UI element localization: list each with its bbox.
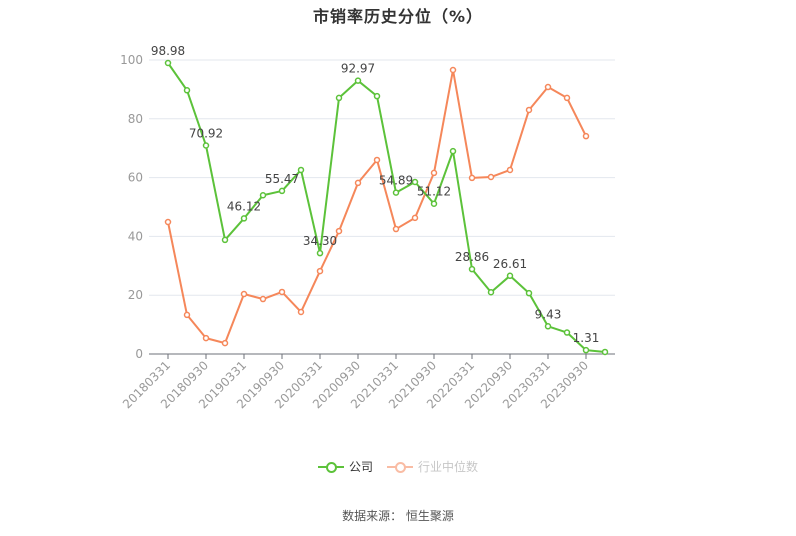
data-point[interactable] xyxy=(164,59,172,67)
data-point[interactable] xyxy=(525,106,533,114)
data-source: 数据来源： 恒生聚源 xyxy=(342,509,454,523)
data-value-label: 98.98 xyxy=(151,44,185,58)
legend-label: 公司 xyxy=(348,460,373,474)
data-point[interactable] xyxy=(563,94,571,102)
line-marker-icon xyxy=(317,460,344,474)
data-point[interactable] xyxy=(449,147,457,155)
data-point[interactable] xyxy=(202,334,210,342)
data-point[interactable] xyxy=(506,272,514,280)
data-point[interactable] xyxy=(563,329,571,336)
data-point[interactable] xyxy=(164,218,172,226)
line-marker-icon xyxy=(387,460,413,474)
y-tick-label: 80 xyxy=(128,112,143,126)
data-point[interactable] xyxy=(506,166,514,174)
data-point[interactable] xyxy=(601,348,609,356)
data-point[interactable] xyxy=(354,179,362,187)
data-point[interactable] xyxy=(544,83,552,91)
data-point[interactable] xyxy=(316,267,324,275)
data-point[interactable] xyxy=(221,236,229,244)
data-value-label: 28.86 xyxy=(455,250,489,264)
data-point[interactable] xyxy=(240,215,248,222)
series-lines xyxy=(164,59,609,356)
y-tick-label: 0 xyxy=(135,347,143,361)
data-point[interactable] xyxy=(544,323,552,330)
y-tick-label: 60 xyxy=(128,171,143,185)
data-value-label: 70.92 xyxy=(189,126,223,140)
data-point[interactable] xyxy=(259,191,267,199)
legend-label: 行业中位数 xyxy=(418,460,479,474)
x-axis: 2018033120180930201903312019093020200331… xyxy=(120,353,615,411)
chart-title: 市销率历史分位（%） xyxy=(312,7,484,26)
data-value-label: 26.61 xyxy=(493,257,527,271)
data-point[interactable] xyxy=(278,288,286,296)
data-point[interactable] xyxy=(335,94,343,102)
data-point[interactable] xyxy=(430,200,438,207)
data-value-label: 55.47 xyxy=(265,172,299,186)
y-tick-label: 100 xyxy=(120,53,143,67)
data-point[interactable] xyxy=(373,156,381,164)
data-point[interactable] xyxy=(411,214,419,222)
legend-item-industry-median[interactable]: 行业中位数 xyxy=(387,458,478,475)
y-tick-label: 40 xyxy=(128,229,143,243)
legend-item-company[interactable]: 公司 xyxy=(317,458,373,475)
data-point[interactable] xyxy=(582,132,590,140)
data-point[interactable] xyxy=(373,92,381,100)
data-point[interactable] xyxy=(240,290,248,298)
data-point[interactable] xyxy=(582,346,590,354)
data-point[interactable] xyxy=(297,166,305,174)
data-point[interactable] xyxy=(183,311,191,319)
data-point[interactable] xyxy=(259,295,267,303)
data-point[interactable] xyxy=(297,308,305,316)
data-point[interactable] xyxy=(449,66,457,74)
data-point[interactable] xyxy=(487,289,495,296)
data-point[interactable] xyxy=(183,87,191,94)
data-point[interactable] xyxy=(430,169,438,177)
legend: 公司 行业中位数 xyxy=(0,458,796,475)
data-point[interactable] xyxy=(221,339,229,347)
data-value-label: 34.30 xyxy=(303,234,337,248)
data-value-label: 46.12 xyxy=(227,199,261,213)
y-tick-label: 20 xyxy=(128,288,143,302)
data-value-label: 1.31 xyxy=(573,331,600,345)
data-value-label: 54.89 xyxy=(379,174,413,188)
data-point[interactable] xyxy=(278,187,286,195)
data-point[interactable] xyxy=(487,173,495,181)
data-point[interactable] xyxy=(525,289,533,297)
data-point[interactable] xyxy=(335,227,343,235)
data-point[interactable] xyxy=(392,189,400,196)
data-point[interactable] xyxy=(468,174,476,182)
series-line xyxy=(167,62,606,353)
data-point[interactable] xyxy=(392,225,400,233)
data-value-label: 92.97 xyxy=(341,62,375,76)
data-value-label: 9.43 xyxy=(535,307,562,321)
data-point[interactable] xyxy=(411,178,419,186)
data-labels: 98.98 70.92 46.12 55.47 34.30 92.97 54.89 51.12… xyxy=(151,44,600,345)
data-point[interactable] xyxy=(354,77,362,84)
data-value-label: 51.12 xyxy=(417,185,451,199)
data-point[interactable] xyxy=(202,142,210,149)
y-axis-labels: 0 20 40 60 80 100 xyxy=(120,53,143,361)
data-point[interactable] xyxy=(468,265,476,273)
data-point[interactable] xyxy=(316,249,324,257)
